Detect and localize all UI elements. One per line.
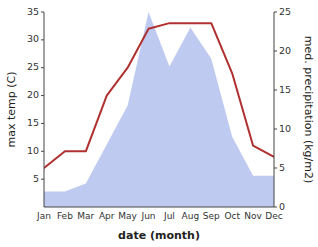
y2-axis-line: [274, 12, 275, 207]
tick-mark: [41, 12, 44, 13]
tick-mark: [274, 129, 277, 130]
x-axis-line: [44, 207, 274, 208]
x-tick-label: Jul: [163, 211, 175, 221]
tick-mark: [41, 67, 44, 68]
x-tick-label: Dec: [265, 211, 282, 221]
area: [44, 12, 274, 207]
x-axis-label: date (month): [118, 229, 200, 242]
y-axis-line: [44, 12, 45, 207]
tick-label: 15: [279, 84, 291, 95]
x-tick-label: Nov: [244, 211, 262, 221]
tick-label: 30: [27, 33, 39, 44]
tick-mark: [274, 12, 277, 13]
tick-mark: [41, 179, 44, 180]
tick-mark: [41, 123, 44, 124]
tick-mark: [41, 39, 44, 40]
x-tick-label: Jan: [36, 211, 51, 221]
tick-label: 10: [27, 145, 39, 156]
tick-label: 5: [279, 162, 285, 173]
plot-area: [44, 12, 274, 207]
tick-mark: [41, 95, 44, 96]
tick-label: 25: [279, 6, 291, 17]
tick-label: 25: [27, 61, 39, 72]
tick-label: 20: [27, 89, 39, 100]
tick-mark: [274, 90, 277, 91]
x-tick-label: May: [118, 211, 137, 221]
tick-mark: [274, 207, 277, 208]
x-tick-label: Oct: [224, 211, 240, 221]
x-tick-label: Sep: [203, 211, 220, 221]
tick-label: 5: [33, 173, 39, 184]
tick-mark: [274, 168, 277, 169]
x-tick-label: Feb: [57, 211, 73, 221]
tick-mark: [41, 151, 44, 152]
x-tick-label: Apr: [99, 211, 115, 221]
tick-label: 35: [27, 6, 39, 17]
x-tick-label: Mar: [77, 211, 94, 221]
tick-label: 20: [279, 45, 291, 56]
tick-label: 0: [279, 201, 285, 212]
tick-label: 15: [27, 117, 39, 128]
y-axis-label: max temp (C): [5, 71, 18, 147]
x-tick-label: Aug: [182, 211, 200, 221]
chart: 5 10 15 20 25 30 35 0 5 10 15 20 25 Jan Feb Mar AprMay Ju…: [0, 0, 318, 247]
tick-mark: [274, 51, 277, 52]
x-tick-label: Jun: [141, 211, 156, 221]
y2-axis-label: med. precipitation (kg/m2): [302, 36, 315, 184]
line: [44, 23, 274, 168]
tick-label: 10: [279, 123, 291, 134]
